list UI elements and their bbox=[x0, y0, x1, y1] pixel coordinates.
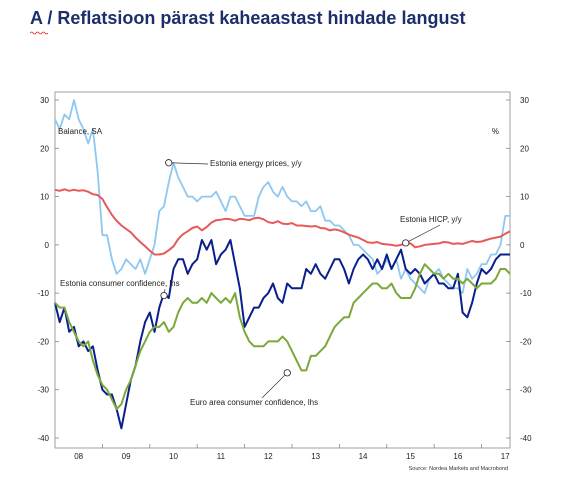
chart-title: A / Reflatsioon pärast kaheaastast hinda… bbox=[30, 8, 466, 28]
y-tick-label-left: 30 bbox=[40, 96, 49, 105]
y-tick-label-right: -10 bbox=[520, 289, 532, 298]
series-layer bbox=[54, 99, 511, 430]
annotation-marker bbox=[165, 159, 173, 167]
annotation-layer: Estonia energy prices, y/y Estonia HICP, … bbox=[60, 159, 462, 407]
series-line-2 bbox=[54, 188, 511, 256]
y-tick-label-right: 20 bbox=[520, 144, 529, 153]
right-axis-label: % bbox=[492, 127, 499, 136]
y-tick-label-left: 0 bbox=[45, 241, 50, 250]
y-tick-label-right: -20 bbox=[520, 337, 532, 346]
series-annotation: Estonia consumer confidence, lhs bbox=[60, 279, 180, 288]
y-tick-label-right: -30 bbox=[520, 386, 532, 395]
series-line-4 bbox=[54, 263, 511, 410]
y-tick-label-left: -30 bbox=[37, 386, 49, 395]
right-axis: 30 20 10 0 -10 -20 -30 -40 bbox=[506, 96, 532, 443]
annotation-marker bbox=[283, 369, 291, 377]
x-axis: 08 09 10 11 12 13 14 15 16 17 bbox=[74, 444, 510, 461]
y-tick-label-right: 30 bbox=[520, 96, 529, 105]
series-annotation: Euro area consumer confidence, lhs bbox=[190, 398, 318, 407]
y-tick-label-right: 10 bbox=[520, 193, 529, 202]
annotation-leader bbox=[261, 372, 288, 399]
x-tick-label: 14 bbox=[359, 452, 368, 461]
y-tick-label-left: 10 bbox=[40, 193, 49, 202]
y-tick-label-right: -40 bbox=[520, 434, 532, 443]
x-tick-label: 16 bbox=[453, 452, 462, 461]
annotation-marker bbox=[402, 239, 410, 247]
x-tick-label: 11 bbox=[217, 452, 226, 461]
left-axis-label: Balance, SA bbox=[58, 127, 103, 136]
x-tick-label: 10 bbox=[169, 452, 178, 461]
y-tick-label-right: 0 bbox=[520, 241, 525, 250]
annotation-leader bbox=[405, 224, 441, 244]
spellcheck-underline bbox=[30, 31, 48, 35]
series-line-1 bbox=[54, 99, 510, 294]
x-tick-label: 17 bbox=[501, 452, 510, 461]
x-tick-label: 09 bbox=[122, 452, 131, 461]
y-tick-label-left: 20 bbox=[40, 144, 49, 153]
annotation-leader bbox=[168, 162, 209, 165]
source-note: Source: Nordea Markets and Macrobond bbox=[409, 466, 508, 472]
x-tick-label: 08 bbox=[74, 452, 83, 461]
x-tick-label: 15 bbox=[406, 452, 415, 461]
series-annotation: Estonia HICP, y/y bbox=[400, 215, 462, 224]
plot-frame bbox=[54, 91, 511, 449]
y-tick-label-left: -40 bbox=[37, 434, 49, 443]
y-tick-label-left: -20 bbox=[37, 337, 49, 346]
series-annotation: Estonia energy prices, y/y bbox=[210, 159, 302, 168]
y-tick-label-left: -10 bbox=[37, 289, 49, 298]
x-tick-label: 12 bbox=[264, 452, 273, 461]
annotation-marker bbox=[160, 291, 168, 300]
left-axis: 30 20 10 0 -10 -20 -30 -40 bbox=[37, 96, 59, 443]
x-tick-label: 13 bbox=[311, 452, 320, 461]
